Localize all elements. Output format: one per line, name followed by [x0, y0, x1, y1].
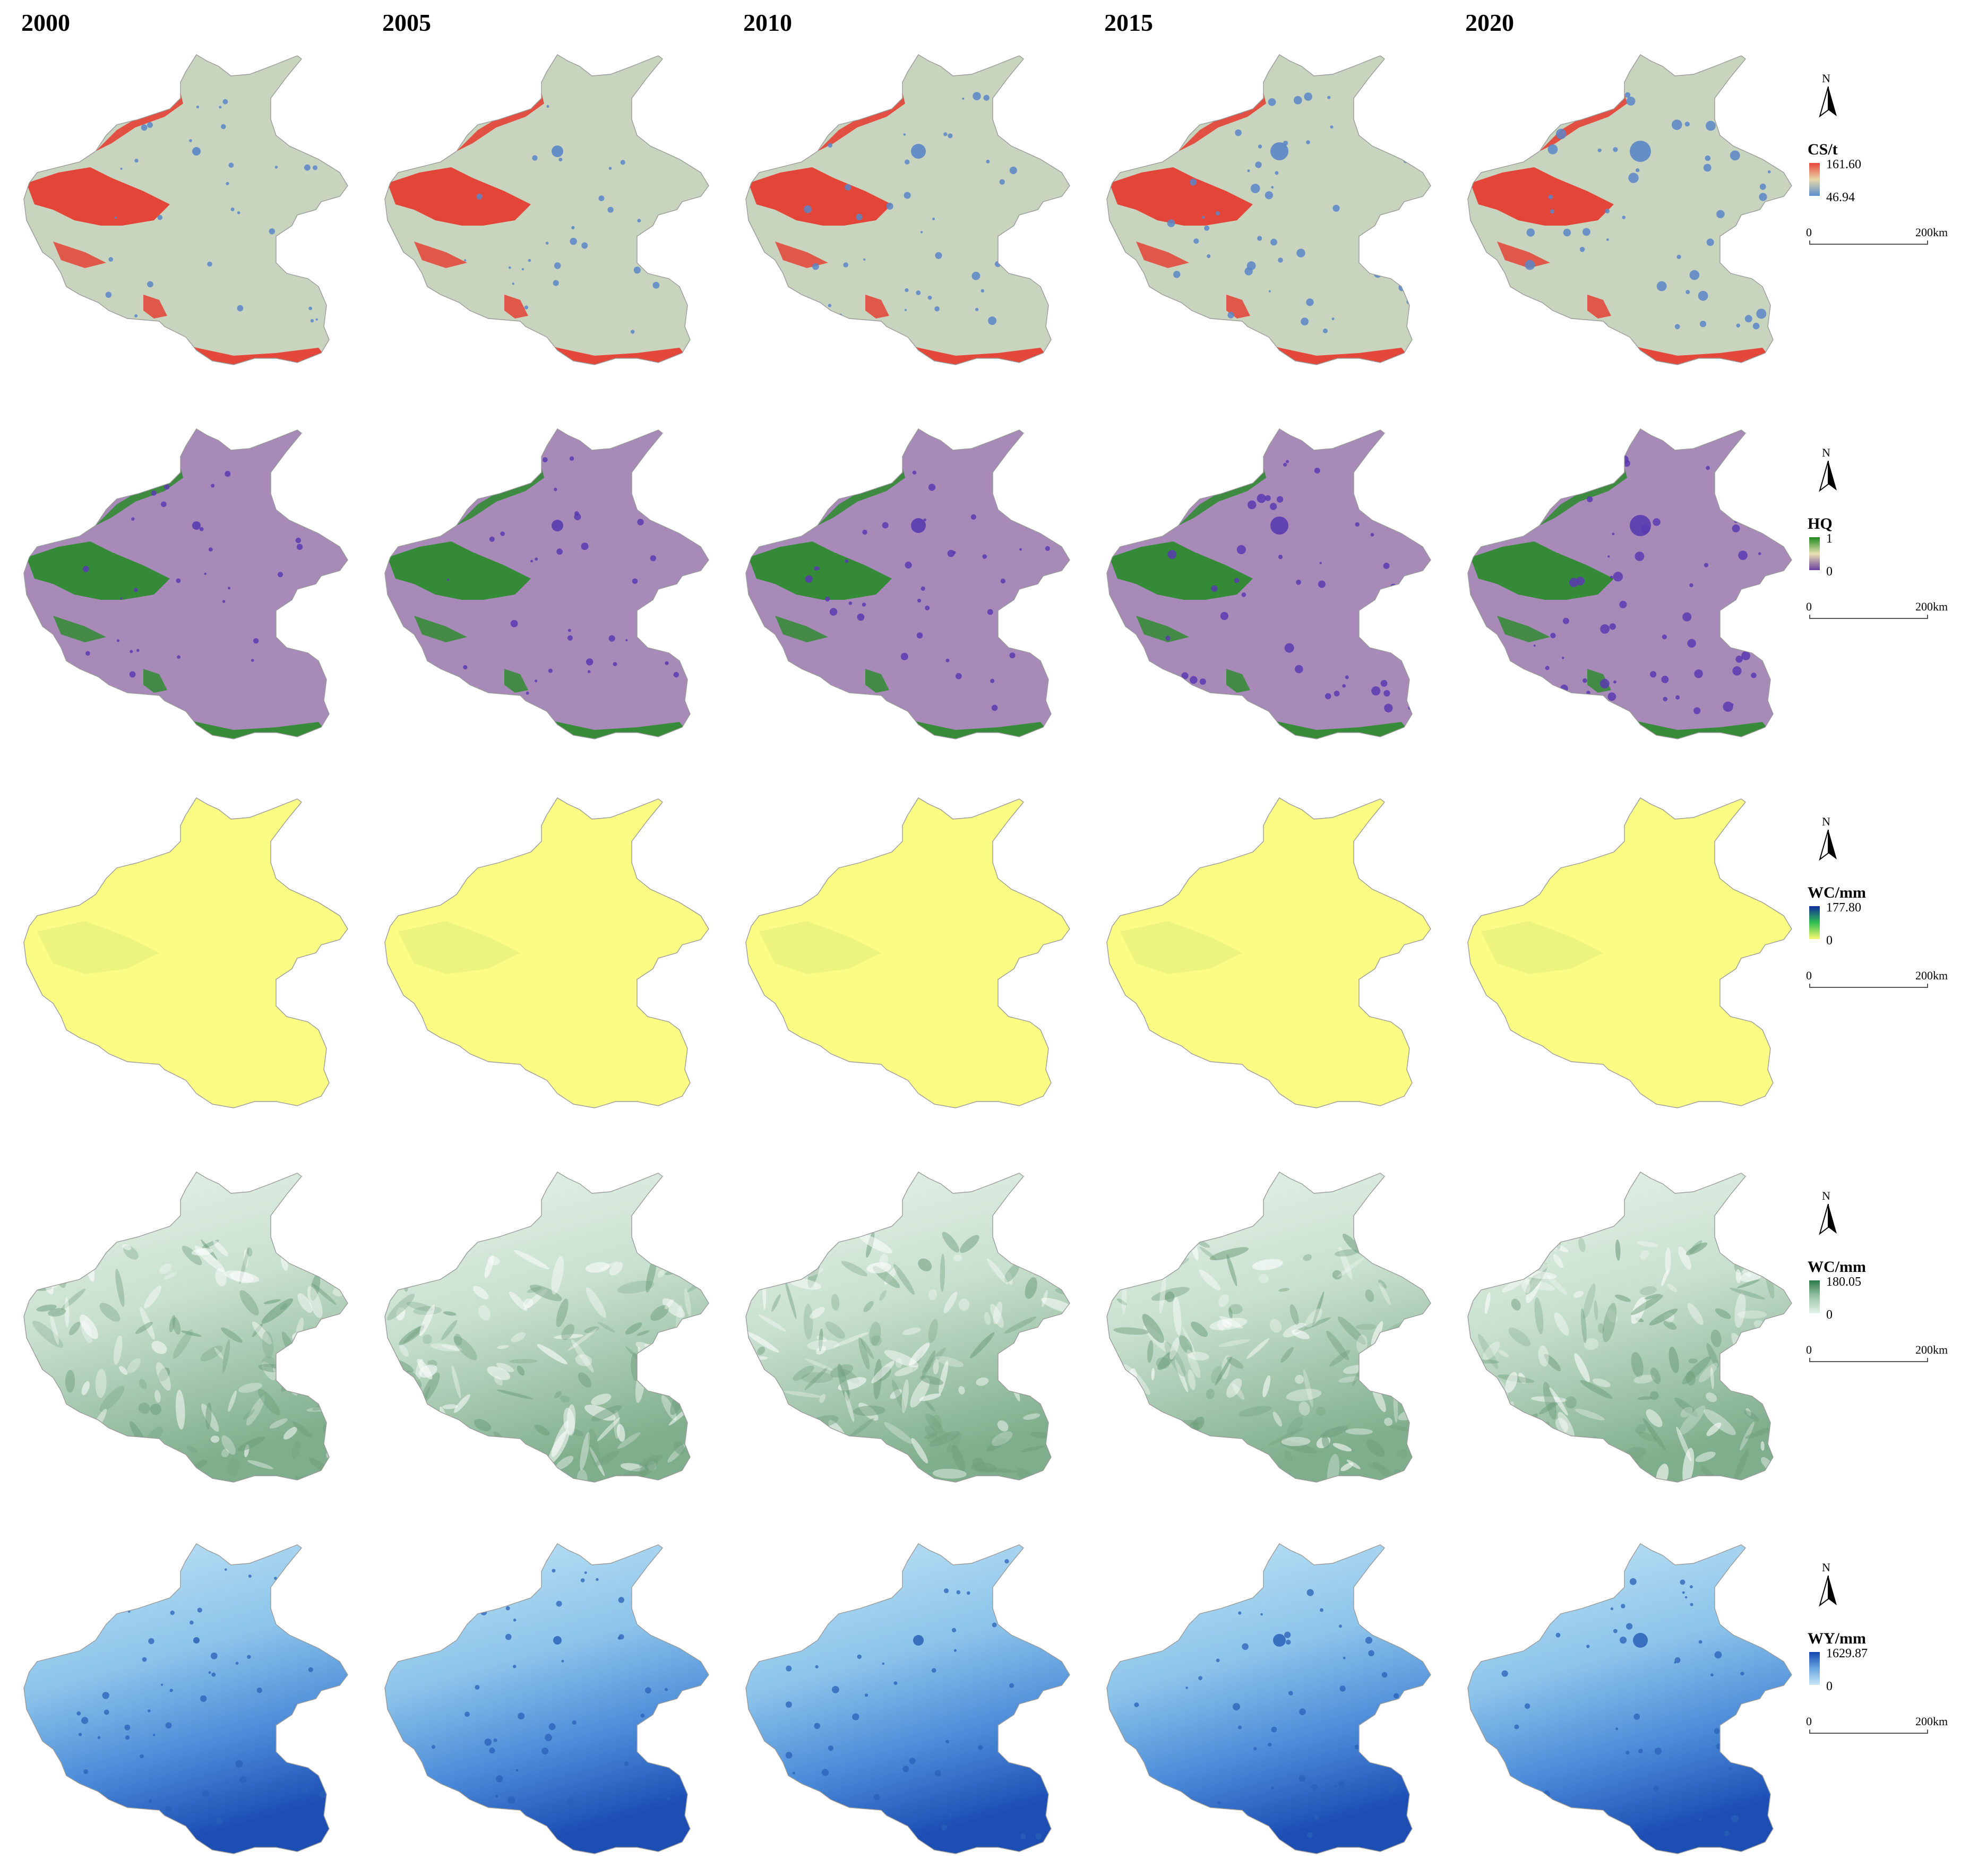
color-ramp — [1809, 1280, 1820, 1313]
legend-title: HQ — [1808, 515, 1833, 532]
map-wc2-2020 — [1467, 1172, 1792, 1483]
scale-max-label: 200km — [1915, 600, 1948, 613]
north-label: N — [1822, 1561, 1830, 1574]
north-label: N — [1822, 72, 1830, 85]
scale-max-label: 200km — [1915, 969, 1948, 982]
color-ramp — [1809, 163, 1820, 196]
map-hq-2000 — [23, 428, 348, 739]
scale-line — [1809, 984, 1928, 988]
year-label-2000: 2000 — [21, 9, 70, 36]
map-wc1-2010 — [745, 797, 1070, 1108]
north-arrow-icon: N — [1814, 1189, 1846, 1247]
ramp-min-label: 0 — [1826, 565, 1833, 579]
north-label: N — [1822, 815, 1830, 828]
map-cs-2000 — [23, 54, 348, 365]
map-wy-2010 — [745, 1543, 1070, 1854]
map-wc2-2015 — [1106, 1172, 1431, 1483]
north-arrow-icon: N — [1814, 815, 1846, 873]
north-arrow-icon: N — [1814, 72, 1846, 130]
map-hq-2020 — [1467, 428, 1792, 739]
scale-bar: 0 200km — [1806, 600, 1968, 626]
map-wc1-2020 — [1467, 797, 1792, 1108]
scale-bar: 0 200km — [1806, 969, 1968, 995]
map-wc2-2010 — [745, 1172, 1070, 1483]
scale-line — [1809, 1729, 1928, 1734]
map-wy-2020 — [1467, 1543, 1792, 1854]
legend-title: WC/mm — [1808, 884, 1866, 901]
scale-line — [1809, 1358, 1928, 1362]
scale-max-label: 200km — [1915, 226, 1948, 239]
map-wc1-2005 — [384, 797, 709, 1108]
map-hq-2015 — [1106, 428, 1431, 739]
map-wy-2015 — [1106, 1543, 1431, 1854]
north-label: N — [1822, 446, 1830, 459]
scale-zero-label: 0 — [1806, 969, 1812, 982]
ramp-min-label: 46.94 — [1826, 191, 1855, 204]
legend-wy: N WY/mm 1629.87 0 0 200km — [1805, 1534, 1978, 1831]
map-wc1-2000 — [23, 797, 348, 1108]
year-label-2005: 2005 — [382, 9, 431, 36]
year-label-2020: 2020 — [1465, 9, 1514, 36]
scale-zero-label: 0 — [1806, 600, 1812, 613]
scale-bar: 0 200km — [1806, 1715, 1968, 1741]
color-ramp — [1809, 906, 1820, 939]
scale-max-label: 200km — [1915, 1715, 1948, 1728]
ramp-max-label: 161.60 — [1826, 158, 1861, 171]
north-arrow-icon: N — [1814, 1561, 1846, 1619]
ramp-max-label: 177.80 — [1826, 901, 1861, 915]
map-cs-2010 — [745, 54, 1070, 365]
scale-zero-label: 0 — [1806, 226, 1812, 239]
legend-title: WC/mm — [1808, 1258, 1866, 1276]
map-wy-2000 — [23, 1543, 348, 1854]
map-hq-2010 — [745, 428, 1070, 739]
legend-cs: N CS/t 161.60 46.94 0 200km — [1805, 45, 1978, 342]
color-ramp — [1809, 537, 1820, 570]
color-ramp — [1809, 1652, 1820, 1685]
ramp-max-label: 1 — [1826, 532, 1833, 546]
map-cs-2005 — [384, 54, 709, 365]
map-wc1-2015 — [1106, 797, 1431, 1108]
legend-wc1: N WC/mm 177.80 0 0 200km — [1805, 788, 1978, 1086]
map-wc2-2000 — [23, 1172, 348, 1483]
north-arrow-icon: N — [1814, 446, 1846, 504]
scale-bar: 0 200km — [1806, 226, 1968, 252]
scale-max-label: 200km — [1915, 1343, 1948, 1356]
map-wy-2005 — [384, 1543, 709, 1854]
legend-title: WY/mm — [1808, 1630, 1866, 1647]
ramp-max-label: 1629.87 — [1826, 1647, 1868, 1660]
ramp-max-label: 180.05 — [1826, 1275, 1861, 1289]
ramp-min-label: 0 — [1826, 1308, 1833, 1322]
legend-wc2: N WC/mm 180.05 0 0 200km — [1805, 1163, 1978, 1460]
scale-zero-label: 0 — [1806, 1715, 1812, 1728]
map-wc2-2005 — [384, 1172, 709, 1483]
legend-hq: N HQ 1 0 0 200km — [1805, 419, 1978, 717]
map-cs-2020 — [1467, 54, 1792, 365]
ramp-min-label: 0 — [1826, 1680, 1833, 1693]
scale-bar: 0 200km — [1806, 1343, 1968, 1370]
north-label: N — [1822, 1189, 1830, 1202]
scale-line — [1809, 615, 1928, 619]
legend-title: CS/t — [1808, 141, 1838, 158]
map-cs-2015 — [1106, 54, 1431, 365]
scale-zero-label: 0 — [1806, 1343, 1812, 1356]
ramp-min-label: 0 — [1826, 934, 1833, 948]
year-label-2010: 2010 — [743, 9, 792, 36]
map-hq-2005 — [384, 428, 709, 739]
year-label-2015: 2015 — [1104, 9, 1153, 36]
scale-line — [1809, 240, 1928, 245]
